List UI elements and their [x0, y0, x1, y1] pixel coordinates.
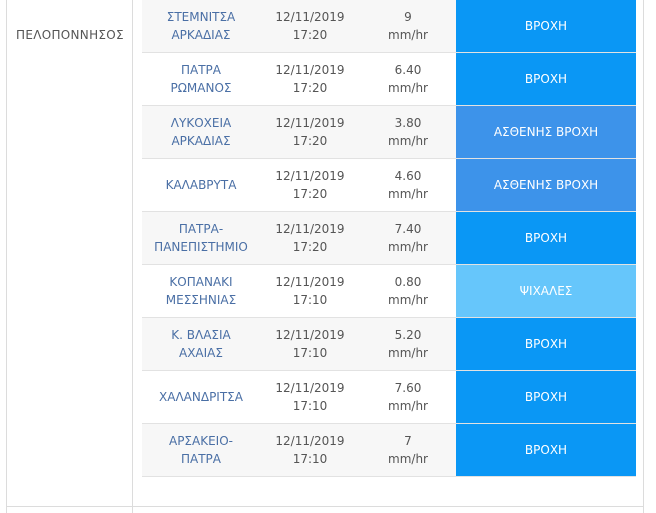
- rain-status-badge: ΑΣΘΕΝΗΣ ΒΡΟΧΗ: [456, 159, 636, 211]
- measurement-datetime: 12/11/2019 17:10: [275, 434, 345, 466]
- rain-rate: 3.80 mm/hr: [388, 116, 428, 148]
- table-bottom-border: [6, 506, 644, 507]
- rain-rate: 7 mm/hr: [388, 434, 428, 466]
- measurement-datetime: 12/11/2019 17:20: [275, 116, 345, 148]
- station-link[interactable]: ΣΤΕΜΝΙΤΣΑ ΑΡΚΑΔΙΑΣ: [166, 10, 236, 42]
- measurement-datetime: 12/11/2019 17:20: [275, 63, 345, 95]
- region-label: ΠΕΛΟΠΟΝΝΗΣΟΣ: [16, 28, 124, 42]
- station-link[interactable]: ΑΡΣΑΚΕΙΟ- ΠΑΤΡΑ: [168, 434, 233, 466]
- table-row: Κ. ΒΛΑΣΙΑ ΑΧΑΙΑΣ 12/11/2019 17:10 5.20 mm/…: [142, 318, 636, 371]
- rain-status-badge: ΒΡΟΧΗ: [456, 0, 636, 52]
- station-link[interactable]: ΠΑΤΡΑ ΡΩΜΑΝΟΣ: [170, 63, 232, 95]
- rain-rate: 5.20 mm/hr: [388, 328, 428, 360]
- measurement-datetime: 12/11/2019 17:20: [275, 222, 345, 254]
- rain-rate: 0.80 mm/hr: [388, 275, 428, 307]
- rain-status-badge: ΑΣΘΕΝΗΣ ΒΡΟΧΗ: [456, 106, 636, 158]
- station-link[interactable]: ΚΑΛΑΒΡΥΤΑ: [165, 178, 237, 192]
- measurement-datetime: 12/11/2019 17:10: [275, 275, 345, 307]
- rain-status-badge: ΒΡΟΧΗ: [456, 424, 636, 476]
- rain-rate: 6.40 mm/hr: [388, 63, 428, 95]
- measurement-datetime: 12/11/2019 17:10: [275, 381, 345, 413]
- station-link[interactable]: Κ. ΒΛΑΣΙΑ ΑΧΑΙΑΣ: [171, 328, 231, 360]
- table-row: ΠΑΤΡΑ- ΠΑΝΕΠΙΣΤΗΜΙΟ 12/11/2019 17:20 7.40 …: [142, 212, 636, 265]
- rain-status-badge: ΨΙΧΑΛΕΣ: [456, 265, 636, 317]
- station-rows: ΣΤΕΜΝΙΤΣΑ ΑΡΚΑΔΙΑΣ 12/11/2019 17:20 9 mm/h…: [142, 0, 636, 477]
- station-link[interactable]: ΧΑΛΑΝΔΡΙΤΣΑ: [159, 390, 243, 404]
- table-container: [6, 0, 644, 513]
- rain-rate: 9 mm/hr: [388, 10, 428, 42]
- rain-rate: 7.40 mm/hr: [388, 222, 428, 254]
- station-link[interactable]: ΚΟΠΑΝΑΚΙ ΜΕΣΣΗΝΙΑΣ: [165, 275, 237, 307]
- station-link[interactable]: ΠΑΤΡΑ- ΠΑΝΕΠΙΣΤΗΜΙΟ: [154, 222, 248, 254]
- table-row: ΚΟΠΑΝΑΚΙ ΜΕΣΣΗΝΙΑΣ 12/11/2019 17:10 0.80 m…: [142, 265, 636, 318]
- measurement-datetime: 12/11/2019 17:10: [275, 328, 345, 360]
- rain-status-badge: ΒΡΟΧΗ: [456, 318, 636, 370]
- rain-status-badge: ΒΡΟΧΗ: [456, 53, 636, 105]
- table-row: ΧΑΛΑΝΔΡΙΤΣΑ 12/11/2019 17:10 7.60 mm/hr ΒΡΟ…: [142, 371, 636, 424]
- table-row: ΛΥΚΟΧΕΙΑ ΑΡΚΑΔΙΑΣ 12/11/2019 17:20 3.80 mm…: [142, 106, 636, 159]
- station-link[interactable]: ΛΥΚΟΧΕΙΑ ΑΡΚΑΔΙΑΣ: [170, 116, 232, 148]
- table-row: ΣΤΕΜΝΙΤΣΑ ΑΡΚΑΔΙΑΣ 12/11/2019 17:20 9 mm/h…: [142, 0, 636, 53]
- table-row: ΚΑΛΑΒΡΥΤΑ 12/11/2019 17:20 4.60 mm/hr ΑΣΘΕΝ…: [142, 159, 636, 212]
- table-row: ΑΡΣΑΚΕΙΟ- ΠΑΤΡΑ 12/11/2019 17:10 7 mm/hr ΒΡ…: [142, 424, 636, 477]
- table-row: ΠΑΤΡΑ ΡΩΜΑΝΟΣ 12/11/2019 17:20 6.40 mm/hr Β…: [142, 53, 636, 106]
- column-divider: [132, 0, 133, 513]
- rain-status-badge: ΒΡΟΧΗ: [456, 212, 636, 264]
- rain-status-badge: ΒΡΟΧΗ: [456, 371, 636, 423]
- rain-rate: 7.60 mm/hr: [388, 381, 428, 413]
- rain-rate: 4.60 mm/hr: [388, 169, 428, 201]
- measurement-datetime: 12/11/2019 17:20: [275, 169, 345, 201]
- measurement-datetime: 12/11/2019 17:20: [275, 10, 345, 42]
